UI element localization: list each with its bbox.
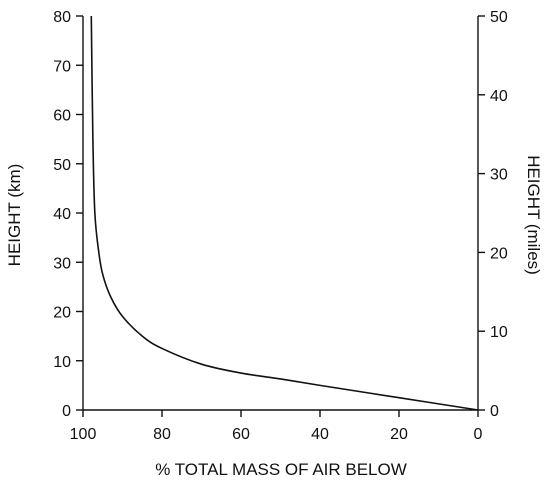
y-axis-title-left: HEIGHT (km) — [5, 164, 24, 267]
y-tick-label-left: 50 — [53, 157, 71, 174]
x-tick-label: 40 — [311, 426, 329, 443]
x-tick-label: 0 — [474, 426, 483, 443]
axes — [82, 16, 479, 411]
y-tick-label-right: 40 — [490, 88, 508, 105]
x-tick-label: 80 — [153, 426, 171, 443]
x-tick-label: 60 — [232, 426, 250, 443]
y-tick-label-left: 80 — [53, 9, 71, 26]
y-tick-label-left: 10 — [53, 354, 71, 371]
y-tick-label-left: 20 — [53, 305, 71, 322]
y-tick-label-right: 50 — [490, 9, 508, 26]
y-tick-label-left: 30 — [53, 255, 71, 272]
x-tick-label: 20 — [390, 426, 408, 443]
series-line-0 — [90, 15, 479, 411]
y-axis-title-right: HEIGHT (miles) — [524, 155, 543, 275]
y-tick-label-right: 0 — [490, 403, 499, 420]
x-axis-title: % TOTAL MASS OF AIR BELOW — [155, 460, 407, 479]
y-tick-label-left: 40 — [53, 206, 71, 223]
series-layer — [90, 15, 479, 411]
y-tick-label-left: 70 — [53, 58, 71, 75]
x-tick-label: 100 — [70, 426, 97, 443]
y-tick-label-right: 30 — [490, 167, 508, 184]
y-tick-label-left: 0 — [62, 403, 71, 420]
tick-marks — [76, 15, 485, 417]
y-tick-label-right: 20 — [490, 245, 508, 262]
y-tick-label-left: 60 — [53, 108, 71, 125]
y-tick-label-right: 10 — [490, 324, 508, 341]
